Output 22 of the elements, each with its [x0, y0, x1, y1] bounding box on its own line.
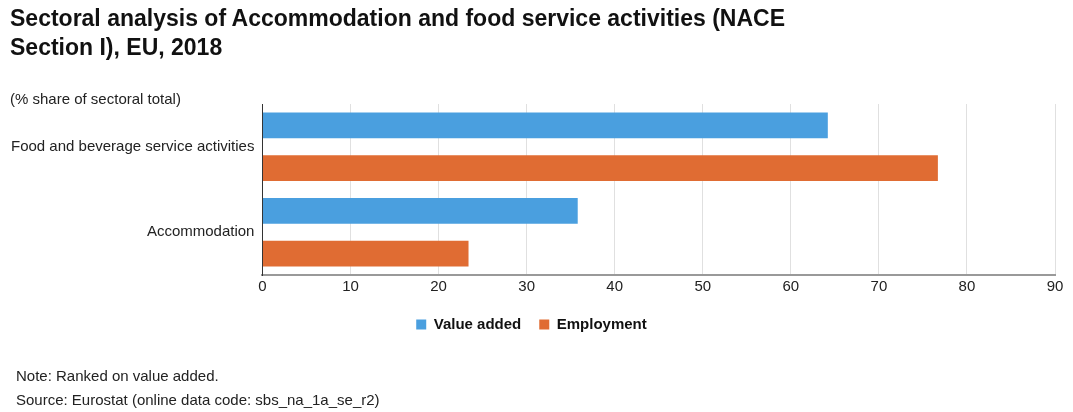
y-tick-label: Accommodation	[146, 222, 255, 240]
chart-title: Sectoral analysis of Accommodation and food service activities (NACE Section I), EU, 2018	[10, 4, 786, 62]
x-tick-label: 20	[430, 277, 447, 295]
legend-label: Employment	[556, 314, 647, 332]
x-tick-label: 10	[342, 277, 359, 295]
bar	[262, 155, 938, 181]
source-note: Source: Eurostat (online data code: sbs_na_1a_se_r2)	[16, 390, 380, 410]
x-tick-label: 60	[782, 277, 800, 295]
legend-label: Value added	[433, 314, 522, 332]
x-tick-label: 50	[694, 277, 712, 295]
text: (% share of sectoral total)	[10, 90, 181, 107]
bar	[262, 240, 469, 267]
y-tick-label: Food and beverage service activities	[11, 136, 255, 154]
x-tick-label: 90	[1046, 277, 1064, 295]
text: Note: Ranked on value added.	[16, 366, 220, 386]
x-tick-label: 0	[258, 277, 267, 295]
bar	[262, 112, 828, 139]
bar	[262, 198, 578, 224]
x-tick-label: 40	[606, 277, 624, 295]
x-tick-label: 70	[870, 277, 888, 295]
x-tick-label: 80	[958, 277, 976, 295]
x-tick-label: 30	[518, 277, 535, 295]
